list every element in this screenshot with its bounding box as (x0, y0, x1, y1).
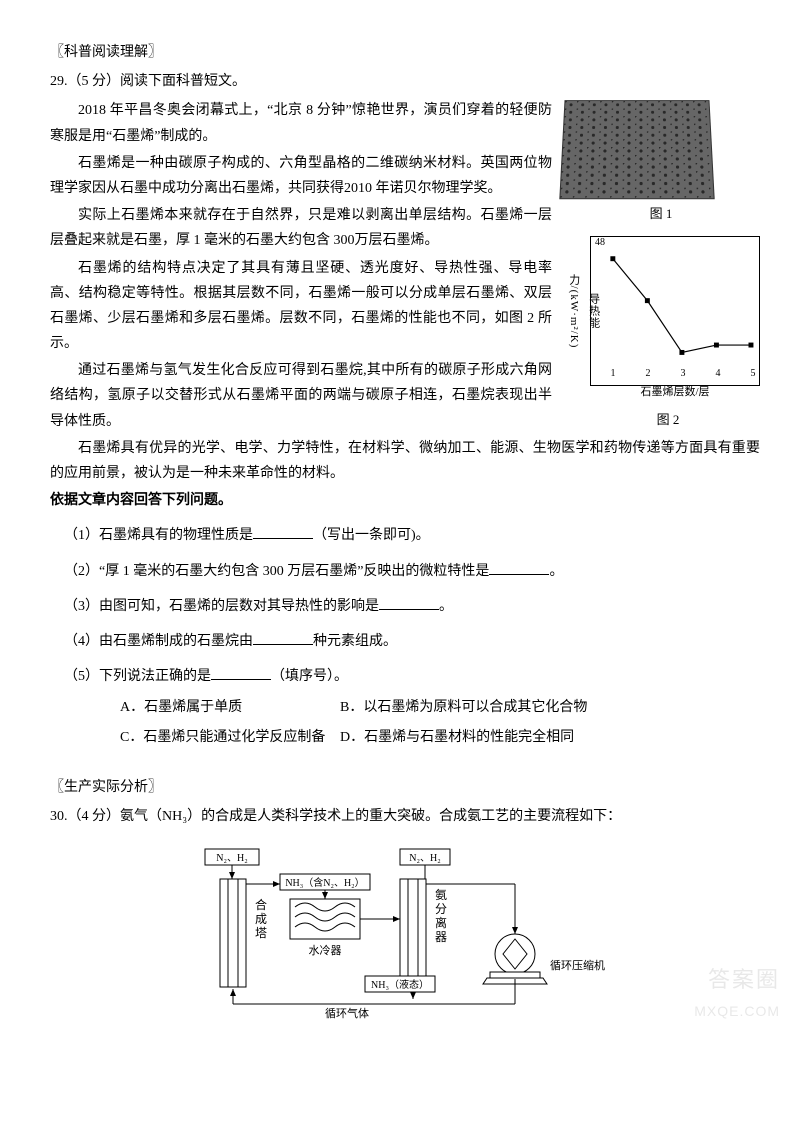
q5-text: （5）下列说法正确的是 (64, 669, 211, 684)
figure-1-caption: 图 1 (562, 202, 760, 225)
chart-svg (591, 237, 759, 385)
q4-blank[interactable] (253, 630, 313, 645)
lbl-tower: 合成塔 (255, 897, 267, 940)
q4-tail: 种元素组成。 (313, 634, 397, 649)
q3-text: （3）由图可知，石墨烯的层数对其导热性的影响是 (64, 599, 379, 614)
watermark-url: MXQE.COM (694, 999, 780, 1024)
chart-figure-2: 导热能力/(kW·m²/K) 石墨烯层数/层 48 12345 (590, 236, 760, 386)
q4-text: （4）由石墨烯制成的石墨烷由 (64, 634, 253, 649)
chart-xtick: 1 (611, 365, 616, 383)
section-title: 〖科普阅读理解〗 (50, 40, 760, 65)
q2-text: （2）“厚 1 毫米的石墨大约包含 300 万层石墨烯”反映出的微粒特性是 (64, 564, 489, 579)
q1-tail: （写出一条即可)。 (313, 528, 430, 543)
instruction: 依据文章内容回答下列问题。 (50, 488, 760, 513)
chart-xtick: 5 (751, 365, 756, 383)
watermark-cn: 答案圈 (708, 960, 780, 1000)
section-title-2: 〖生产实际分析〗 (50, 775, 760, 800)
chart-xtick: 2 (646, 365, 651, 383)
option-c: C．石墨烯只能通过化学反应制备 (120, 725, 340, 750)
lbl-compressor: 循环压缩机 (550, 958, 605, 972)
q2-tail: 。 (549, 564, 563, 579)
graphene-image (559, 101, 714, 200)
q3-tail: 。 (439, 599, 453, 614)
q2-blank[interactable] (489, 559, 549, 574)
options-grid: A．石墨烯属于单质 B．以石墨烯为原料可以合成其它化合物 C．石墨烯只能通过化学… (50, 695, 760, 749)
option-d: D．石墨烯与石墨材料的性能完全相同 (340, 725, 650, 750)
lbl-recycle: 循环气体 (325, 1006, 369, 1019)
lbl-liquid: NH₃（液态） (371, 978, 429, 991)
option-b: B．以石墨烯为原料可以合成其它化合物 (340, 695, 650, 720)
figure-2-caption: 图 2 (576, 408, 760, 431)
q3-blank[interactable] (379, 594, 439, 609)
lbl-mid-gas: NH₃（含N₂、H₂） (285, 876, 364, 889)
sub-q5: （5）下列说法正确的是 （填序号）。 (50, 664, 760, 689)
q1-text: （1）石墨烯具有的物理性质是 (64, 528, 253, 543)
lbl-separator: 氨分离器 (435, 888, 447, 944)
question-29-header: 29.（5 分）阅读下面科普短文。 (50, 69, 760, 94)
chart-xtick: 4 (716, 365, 721, 383)
option-a: A．石墨烯属于单质 (120, 695, 340, 720)
sub-q1: （1）石墨烯具有的物理性质是 （写出一条即可)。 (50, 523, 760, 548)
lbl-input1: N₂、H₂ (216, 853, 247, 864)
chart-xlabel: 石墨烯层数/层 (640, 383, 709, 403)
q5-blank[interactable] (211, 665, 271, 680)
q1-blank[interactable] (253, 524, 313, 539)
sub-q2: （2）“厚 1 毫米的石墨大约包含 300 万层石墨烯”反映出的微粒特性是 。 (50, 559, 760, 584)
sub-q4: （4）由石墨烯制成的石墨烷由 种元素组成。 (50, 629, 760, 654)
ammonia-flow-diagram: N₂、H₂ 合成塔 NH₃（含N₂、H₂） 水冷器 N₂、H₂ 氨分离器 NH₃… (195, 839, 615, 1019)
para-6: 石墨烯具有优异的光学、电学、力学特性，在材料学、微纳加工、能源、生物医学和药物传… (50, 436, 760, 486)
q5-tail: （填序号）。 (271, 669, 348, 684)
question-30-header: 30.（4 分）氨气（NH₃）的合成是人类科学技术上的重大突破。合成氨工艺的主要… (50, 804, 760, 829)
lbl-cooler: 水冷器 (309, 944, 342, 957)
sub-q3: （3）由图可知，石墨烯的层数对其导热性的影响是 。 (50, 594, 760, 619)
figure-1-block: 图 1 导热能力/(kW·m²/K) 石墨烯层数/层 48 12345 图 2 (562, 98, 760, 431)
article-body: 图 1 导热能力/(kW·m²/K) 石墨烯层数/层 48 12345 图 2 … (50, 98, 760, 486)
lbl-input2: N₂、H₂ (409, 853, 440, 864)
chart-xtick: 3 (681, 365, 686, 383)
